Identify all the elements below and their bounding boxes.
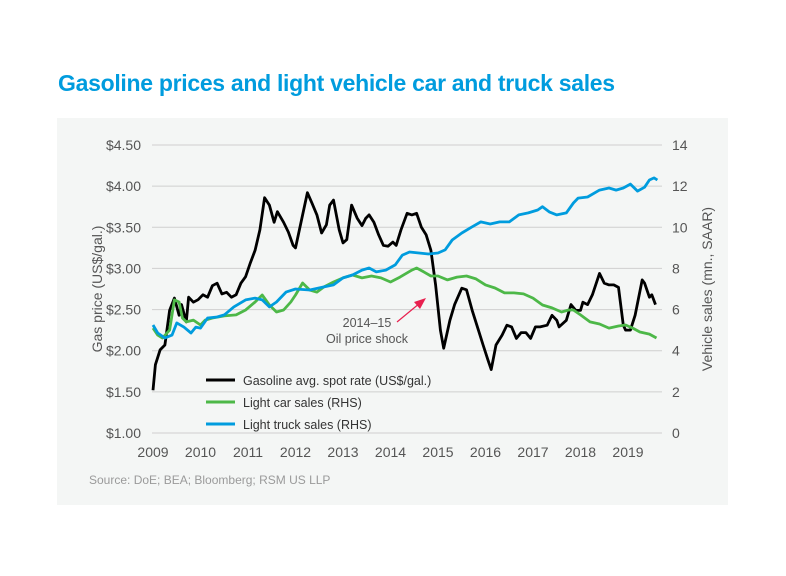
- x-tick-label: 2015: [422, 444, 453, 460]
- x-tick-label: 2019: [612, 444, 643, 460]
- y2-tick-label: 6: [672, 302, 680, 318]
- series-line-car: [151, 266, 658, 340]
- y-tick-label: $3.00: [106, 260, 141, 276]
- y2-tick-label: 10: [672, 219, 688, 235]
- y2-tick-label: 0: [672, 425, 680, 441]
- y-tick-label: $2.50: [106, 302, 141, 318]
- legend-label-gasoline: Gasoline avg. spot rate (US$/gal.): [243, 374, 431, 388]
- x-tick-label: 2017: [517, 444, 548, 460]
- y-tick-label: $1.00: [106, 425, 141, 441]
- y2-axis-title: Vehicle sales (mn., SAAR): [699, 207, 715, 371]
- x-tick-label: 2018: [565, 444, 596, 460]
- x-tick-label: 2016: [470, 444, 501, 460]
- legend-label-truck: Light truck sales (RHS): [243, 418, 372, 432]
- source-note: Source: DoE; BEA; Bloomberg; RSM US LLP: [89, 473, 331, 487]
- x-tick-label: 2011: [233, 444, 263, 460]
- annotation-line2: Oil price shock: [326, 332, 409, 346]
- y-tick-label: $4.50: [106, 137, 141, 153]
- chart-title: Gasoline prices and light vehicle car an…: [58, 70, 615, 96]
- series-line-truck: [151, 176, 659, 340]
- y-tick-label: $3.50: [106, 219, 141, 235]
- y2-tick-label: 14: [672, 137, 688, 153]
- y-tick-label: $4.00: [106, 178, 141, 194]
- annotation-arrow: [396, 302, 421, 323]
- series-line-gasoline: [151, 191, 657, 391]
- annotation-line1: 2014–15: [343, 316, 392, 330]
- annotation: 2014–15 Oil price shock: [326, 298, 426, 346]
- y2-tick-label: 8: [672, 260, 680, 276]
- x-tick-label: 2009: [137, 444, 168, 460]
- y2-tick-label: 12: [672, 178, 688, 194]
- x-tick-label: 2013: [327, 444, 358, 460]
- arrowhead-icon: [414, 298, 426, 309]
- y-axis-title: Gas price (US$/gal.): [89, 226, 105, 353]
- y2-tick-label: 2: [672, 384, 680, 400]
- legend: Gasoline avg. spot rate (US$/gal.) Light…: [206, 374, 431, 432]
- y2-tick-label: 4: [672, 343, 680, 359]
- legend-label-car: Light car sales (RHS): [243, 396, 362, 410]
- x-tick-label: 2012: [280, 444, 311, 460]
- x-tick-label: 2010: [185, 444, 216, 460]
- x-tick-label: 2014: [375, 444, 406, 460]
- y-tick-label: $1.50: [106, 384, 141, 400]
- y-tick-label: $2.00: [106, 343, 141, 359]
